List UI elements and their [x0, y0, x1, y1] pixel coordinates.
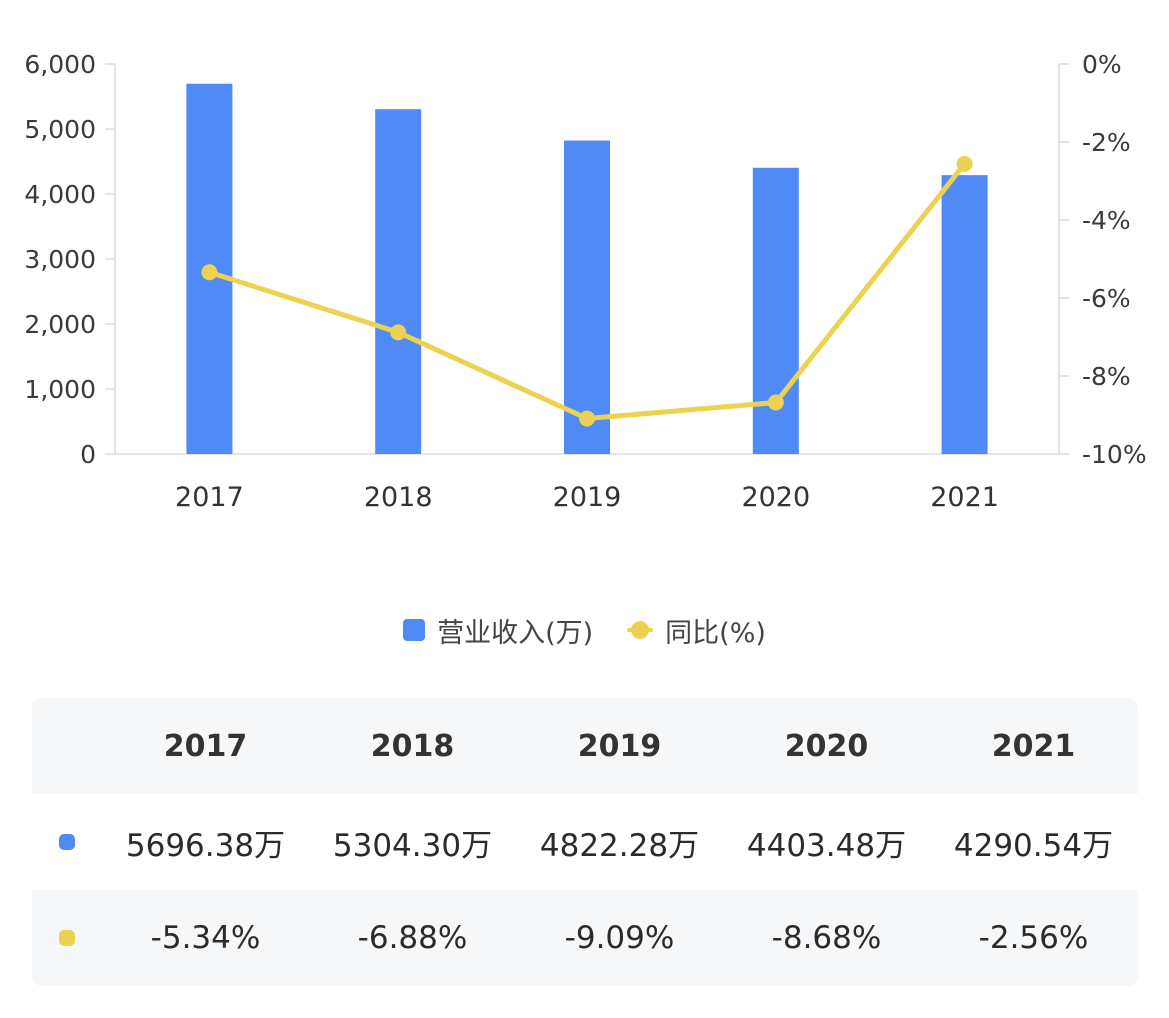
yoy-marker-dot	[59, 930, 75, 946]
table-header-cell: 2021	[991, 728, 1076, 764]
y-left-tick-label: 2,000	[24, 310, 96, 339]
yoy-point	[201, 264, 218, 281]
table-cell: -5.34%	[150, 920, 261, 956]
yoy-point	[956, 155, 973, 172]
table-cell: -8.68%	[771, 920, 882, 956]
yoy-point	[579, 410, 595, 427]
revenue-bar	[564, 140, 610, 454]
table-cell: 4822.28万	[539, 827, 700, 864]
table-header-row: 2017 2018 2019 2020 2021	[32, 698, 1138, 794]
table-cell: 5304.30万	[332, 827, 493, 864]
y-right-tick-label: -6%	[1082, 284, 1131, 313]
table-cell: -2.56%	[978, 920, 1089, 956]
x-tick-label: 2021	[930, 482, 999, 513]
legend-label-yoy: 同比(%)	[665, 617, 766, 649]
y-right-tick-label: 0%	[1082, 50, 1122, 79]
table-row-yoy: -5.34% -6.88% -9.09% -8.68% -2.56%	[32, 890, 1138, 986]
y-right-tick-label: -8%	[1082, 362, 1131, 391]
table-header-cell: 2019	[577, 728, 662, 764]
table-cell: -9.09%	[564, 920, 675, 956]
y-right-tick-label: -4%	[1082, 206, 1131, 235]
x-tick-label: 2019	[553, 482, 622, 513]
y-left-tick-label: 0	[80, 440, 96, 469]
table-cell: 4403.48万	[746, 827, 907, 864]
yoy-point	[767, 394, 784, 411]
y-left-tick-label: 1,000	[24, 375, 96, 404]
chart-legend: 营业收入(万) 同比(%)	[0, 608, 1169, 652]
legend-swatch-yoy	[627, 619, 654, 641]
table-header-cell: 2017	[163, 728, 248, 764]
table-row-revenue: 5696.38万 5304.30万 4822.28万 4403.48万 4290…	[32, 794, 1138, 890]
y-left-tick-label: 6,000	[24, 50, 96, 79]
revenue-marker-dot	[59, 834, 75, 850]
combo-chart: 0 1,000 2,000 3,000 4,000 5,000 6,000 -10% -8% -6…	[24, 50, 1147, 513]
legend-item-revenue[interactable]: 营业收入(万)	[403, 611, 593, 650]
table-cell: -6.88%	[357, 920, 468, 956]
revenue-bar	[375, 109, 422, 455]
legend-item-yoy[interactable]: 同比(%)	[627, 611, 766, 650]
table-header-cell: 2018	[370, 728, 455, 764]
legend-label-revenue: 营业收入(万)	[437, 617, 594, 649]
table-header-cell: 2020	[784, 728, 869, 764]
revenue-bar	[752, 167, 799, 454]
y-left-tick-label: 5,000	[24, 115, 96, 144]
y-right-tick-label: -10%	[1082, 440, 1147, 469]
legend-swatch-revenue	[403, 619, 426, 641]
table-cell: 4290.54万	[953, 827, 1114, 864]
table-cell: 5696.38万	[125, 827, 286, 864]
y-left-tick-label: 4,000	[24, 180, 96, 209]
y-left-tick-label: 3,000	[24, 245, 96, 274]
x-tick-label: 2018	[364, 482, 433, 513]
revenue-bar	[941, 175, 988, 454]
y-right-tick-label: -2%	[1082, 128, 1131, 157]
yoy-point	[390, 324, 407, 341]
x-tick-label: 2017	[175, 482, 244, 513]
x-tick-label: 2020	[741, 482, 810, 513]
data-table: 2017 2018 2019 2020 2021 5696.38万 5304.3…	[32, 698, 1138, 986]
